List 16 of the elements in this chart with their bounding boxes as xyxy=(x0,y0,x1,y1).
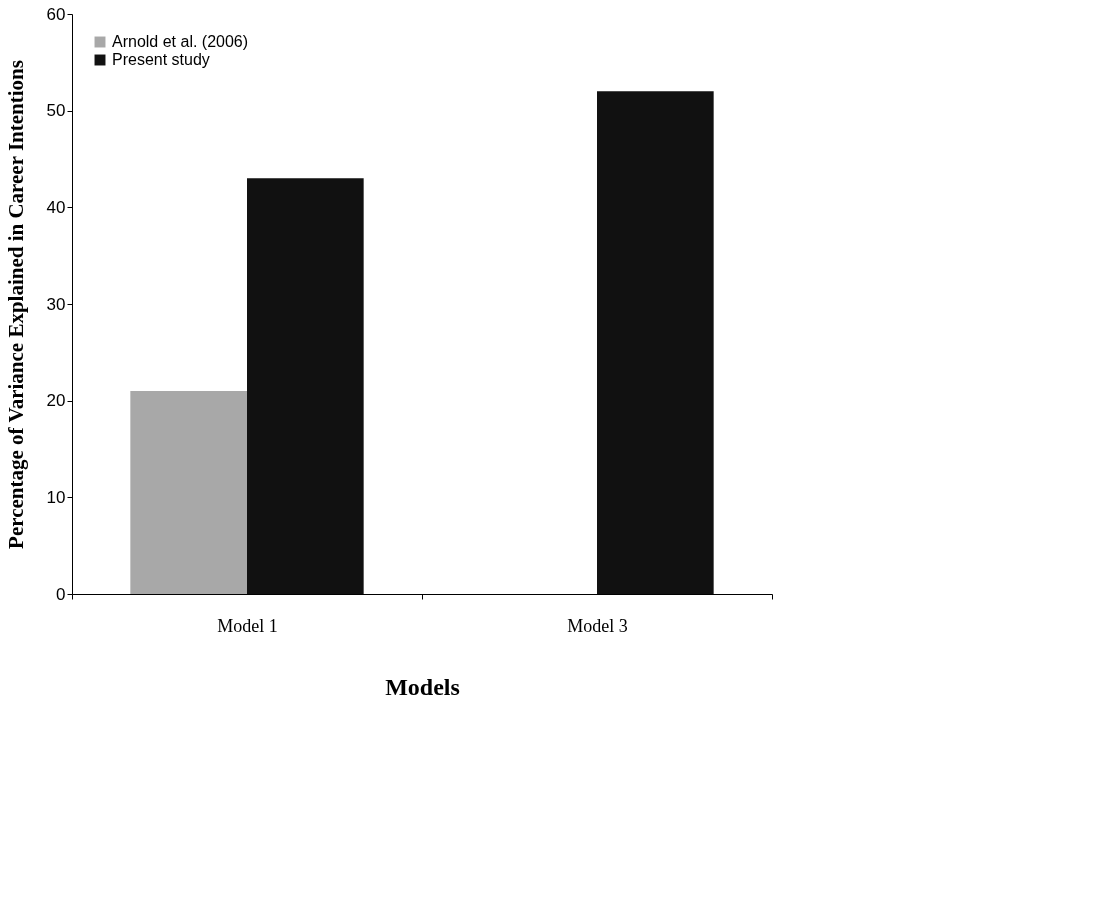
legend-label: Arnold et al. (2006) xyxy=(112,33,249,50)
y-tick-label: 50 xyxy=(46,101,66,121)
y-tick-label: 30 xyxy=(46,294,66,314)
y-axis-title: Percentage of Variance Explained in Career Intentions xyxy=(3,60,28,549)
x-tick-label: Model 3 xyxy=(567,615,628,636)
x-tick-label: Model 1 xyxy=(217,615,278,636)
y-tick-label: 0 xyxy=(56,584,66,604)
y-tick-label: 10 xyxy=(46,487,66,507)
x-axis-title: Models xyxy=(385,673,460,700)
bar xyxy=(247,178,364,594)
bar xyxy=(130,391,247,594)
y-tick-label: 60 xyxy=(46,4,66,24)
bar xyxy=(597,91,714,594)
legend-label: Present study xyxy=(112,51,210,68)
y-tick-label: 40 xyxy=(46,197,66,217)
y-tick-label: 20 xyxy=(46,391,66,411)
